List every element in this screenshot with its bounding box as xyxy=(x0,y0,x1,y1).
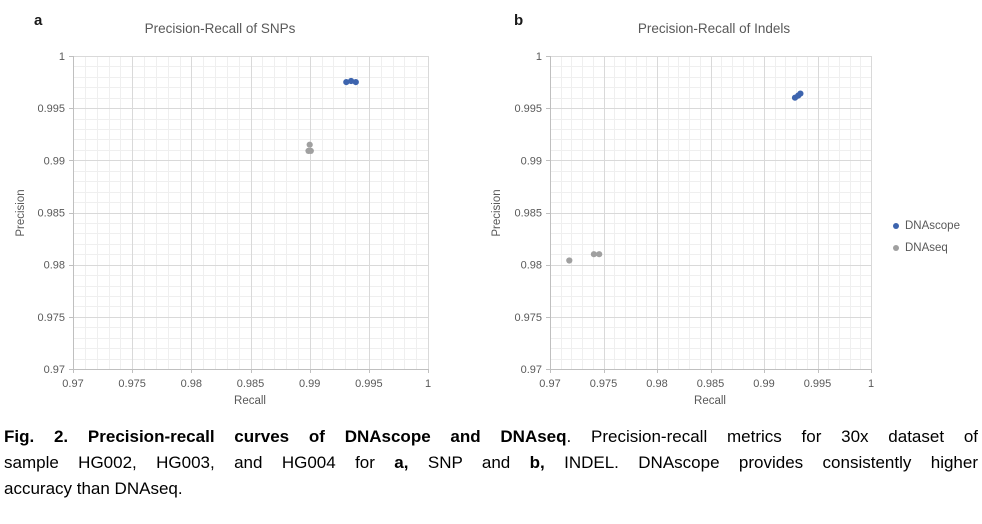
caption-line: sample HG002, HG003, and HG004 for a, SN… xyxy=(4,453,978,472)
svg-text:0.985: 0.985 xyxy=(237,378,265,390)
svg-text:0.97: 0.97 xyxy=(539,378,560,390)
panel-label-a: a xyxy=(34,12,43,29)
axes xyxy=(69,56,429,373)
svg-text:0.975: 0.975 xyxy=(590,378,618,390)
svg-text:0.975: 0.975 xyxy=(118,378,146,390)
svg-text:0.98: 0.98 xyxy=(521,260,542,272)
svg-text:0.995: 0.995 xyxy=(804,378,832,390)
svg-text:0.985: 0.985 xyxy=(37,208,65,220)
gridlines xyxy=(550,56,872,370)
caption-line: Fig. 2. Precision-recall curves of DNAsc… xyxy=(4,427,979,446)
svg-text:0.985: 0.985 xyxy=(514,208,542,220)
chart-a-title: Precision-Recall of SNPs xyxy=(144,21,296,36)
chart-b-plot: 0.97 0.975 0.98 0.985 0.99 0.995 1 0.97 0.975 0.9… xyxy=(514,51,874,390)
legend-item-dnascope: DNAscope xyxy=(893,215,960,237)
svg-text:0.98: 0.98 xyxy=(181,378,202,390)
svg-text:0.985: 0.985 xyxy=(697,378,725,390)
tick-labels: 0.97 0.975 0.98 0.985 0.99 0.995 1 0.97 0.975 0.9… xyxy=(514,51,874,390)
svg-text:0.99: 0.99 xyxy=(753,378,774,390)
svg-text:0.995: 0.995 xyxy=(355,378,383,390)
svg-text:1: 1 xyxy=(425,378,431,390)
chart-b-title: Precision-Recall of Indels xyxy=(637,21,791,36)
chart-a-y-axis-title: Precision xyxy=(15,189,27,237)
dnaseq-marker-icon xyxy=(893,245,899,251)
figure-caption: Fig. 2. Precision-recall curves of DNAsc… xyxy=(4,424,978,502)
caption-line: accuracy than DNAseq. xyxy=(4,479,183,498)
svg-text:1: 1 xyxy=(868,378,874,390)
series-dnaseq xyxy=(305,141,314,154)
svg-text:0.99: 0.99 xyxy=(521,155,542,167)
legend-item-dnaseq: DNAseq xyxy=(893,237,960,259)
legend: DNAscope DNAseq xyxy=(893,215,960,259)
chart-b-x-axis-title: Recall xyxy=(694,395,726,407)
svg-text:0.975: 0.975 xyxy=(37,312,65,324)
tick-labels: 0.97 0.975 0.98 0.985 0.99 0.995 1 0.97 0.975 0.9… xyxy=(37,51,431,390)
svg-text:1: 1 xyxy=(59,51,65,63)
series-dnascope xyxy=(343,77,359,86)
svg-text:0.97: 0.97 xyxy=(62,378,83,390)
svg-text:0.995: 0.995 xyxy=(37,103,65,115)
series-dnascope xyxy=(791,90,804,101)
svg-text:0.995: 0.995 xyxy=(514,103,542,115)
svg-text:0.97: 0.97 xyxy=(521,364,542,376)
panel-label-b: b xyxy=(514,12,524,29)
series-dnaseq xyxy=(566,251,603,264)
dnascope-marker-icon xyxy=(893,223,899,229)
svg-text:0.99: 0.99 xyxy=(299,378,320,390)
svg-text:0.99: 0.99 xyxy=(44,155,65,167)
svg-text:0.975: 0.975 xyxy=(514,312,542,324)
chart-b-y-axis-title: Precision xyxy=(491,189,503,237)
gridlines xyxy=(73,56,429,370)
chart-a-x-axis-title: Recall xyxy=(234,395,266,407)
axes xyxy=(546,56,872,373)
legend-label-dnaseq: DNAseq xyxy=(905,242,948,254)
svg-text:1: 1 xyxy=(536,51,542,63)
svg-text:0.98: 0.98 xyxy=(44,260,65,272)
legend-label-dnascope: DNAscope xyxy=(905,220,960,232)
scatter-plots-canvas: 0.97 0.975 0.98 0.985 0.99 0.995 1 0.97 0.975 0.9… xyxy=(37,51,874,390)
svg-text:0.98: 0.98 xyxy=(646,378,667,390)
chart-a-plot: 0.97 0.975 0.98 0.985 0.99 0.995 1 0.97 0.975 0.9… xyxy=(37,51,431,390)
svg-text:0.97: 0.97 xyxy=(44,364,65,376)
